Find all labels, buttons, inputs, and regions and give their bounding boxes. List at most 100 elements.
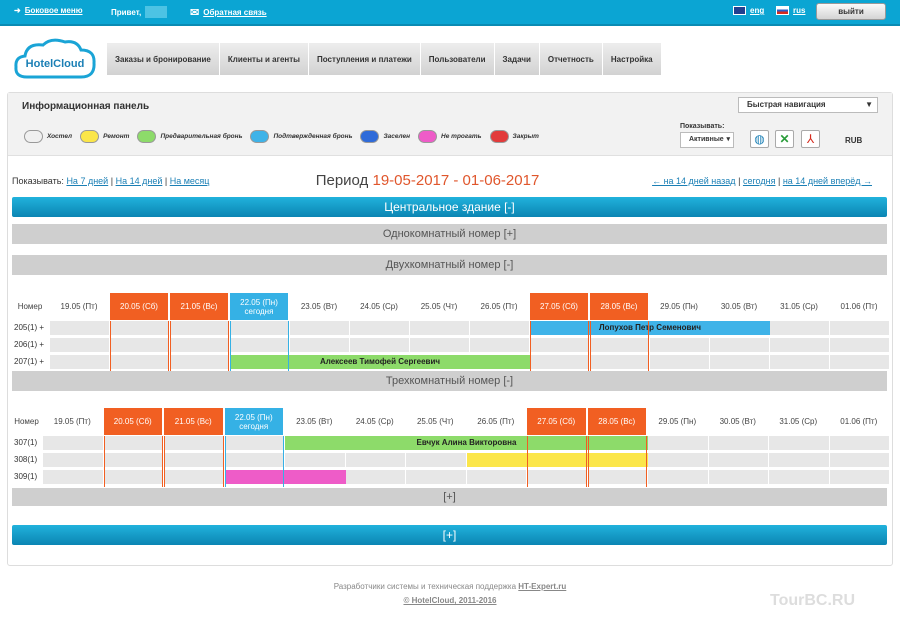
calendar-cell[interactable] [164, 436, 225, 450]
calendar-cell[interactable] [43, 436, 104, 450]
calendar-cell[interactable] [829, 470, 890, 484]
calendar-cell[interactable] [410, 338, 470, 352]
calendar-cell[interactable] [530, 338, 590, 352]
calendar-cell[interactable] [43, 453, 104, 467]
calendar-cell[interactable] [103, 453, 164, 467]
calendar-cell[interactable] [470, 321, 530, 335]
calendar-cell[interactable] [345, 470, 406, 484]
room-type-single[interactable]: Однокомнатный номер [+] [12, 224, 887, 244]
ht-expert-link[interactable]: HT-Expert.ru [518, 582, 567, 591]
calendar-cell[interactable] [50, 321, 110, 335]
room-name[interactable]: 308(1) [14, 455, 38, 464]
logout-button[interactable]: выйти [816, 3, 886, 20]
nav-tasks[interactable]: Задачи [494, 43, 540, 75]
calendar-cell[interactable] [650, 338, 710, 352]
calendar-cell[interactable] [345, 453, 406, 467]
quick-nav-select[interactable]: Быстрая навигация ▼ [738, 97, 878, 113]
calendar-cell[interactable] [103, 436, 164, 450]
calendar-cell[interactable] [50, 355, 110, 369]
room-type-double[interactable]: Двухкомнатный номер [-] [12, 255, 887, 275]
calendar-cell[interactable] [466, 470, 527, 484]
calendar-cell[interactable] [830, 338, 890, 352]
nav-settings[interactable]: Настройка [602, 43, 662, 75]
calendar-cell[interactable] [290, 338, 350, 352]
room-name[interactable]: 307(1) [14, 438, 38, 447]
calendar-cell[interactable] [590, 338, 650, 352]
lang-en-link[interactable]: eng [733, 6, 764, 15]
add-room-button[interactable]: [+] [12, 488, 887, 506]
calendar-cell[interactable] [470, 338, 530, 352]
room-name[interactable]: 309(1) [14, 472, 38, 481]
calendar-cell[interactable] [350, 338, 410, 352]
calendar-cell[interactable] [410, 321, 470, 335]
calendar-cell[interactable] [829, 436, 890, 450]
calendar-cell[interactable] [648, 470, 709, 484]
calendar-cell[interactable] [110, 338, 170, 352]
calendar-cell[interactable] [170, 355, 230, 369]
calendar-cell[interactable] [110, 355, 170, 369]
hotelcloud-logo[interactable]: HotelCloud [13, 37, 97, 85]
calendar-cell[interactable] [285, 453, 346, 467]
calendar-cell[interactable] [230, 338, 290, 352]
calendar-cell[interactable] [50, 338, 110, 352]
room-name[interactable]: 206(1) + [14, 340, 45, 349]
nav-reports[interactable]: Отчетность [539, 43, 603, 75]
lang-ru-link[interactable]: rus [776, 6, 805, 15]
nav-payments[interactable]: Поступления и платежи [308, 43, 421, 75]
calendar-cell[interactable] [110, 321, 170, 335]
today-link[interactable]: сегодня [742, 176, 776, 186]
calendar-cell[interactable] [43, 470, 104, 484]
room-type-triple[interactable]: Трехкомнатный номер [-] [12, 371, 887, 391]
calendar-cell[interactable] [164, 470, 225, 484]
calendar-cell[interactable] [406, 470, 467, 484]
calendar-cell[interactable] [406, 453, 467, 467]
calendar-cell[interactable] [650, 355, 710, 369]
range-14-days-link[interactable]: На 14 дней [115, 176, 163, 186]
calendar-cell[interactable] [527, 470, 588, 484]
calendar-cell[interactable] [230, 321, 290, 335]
calendar-cell[interactable] [708, 470, 769, 484]
calendar-cell[interactable] [170, 338, 230, 352]
calendar-cell[interactable] [830, 321, 890, 335]
calendar-cell[interactable] [769, 436, 830, 450]
nav-clients[interactable]: Клиенты и агенты [219, 43, 309, 75]
building-header[interactable]: Центральное здание [-] [12, 197, 887, 217]
prev-period-link[interactable]: ← на 14 дней назад [652, 176, 736, 186]
globe-icon[interactable]: ◍ [750, 130, 769, 148]
calendar-cell[interactable] [710, 338, 770, 352]
calendar-cell[interactable] [770, 338, 830, 352]
calendar-cell[interactable] [769, 470, 830, 484]
excel-export-icon[interactable]: ✕ [775, 130, 794, 148]
calendar-cell[interactable] [648, 453, 709, 467]
booking-bar[interactable] [224, 470, 346, 484]
calendar-cell[interactable] [224, 436, 285, 450]
copyright-link[interactable]: © HotelCloud, 2011-2016 [403, 596, 497, 605]
room-name[interactable]: 205(1) + [14, 323, 45, 332]
calendar-cell[interactable] [770, 355, 830, 369]
calendar-cell[interactable] [164, 453, 225, 467]
show-filter-select[interactable]: Активные ▾ [680, 132, 734, 148]
calendar-cell[interactable] [224, 453, 285, 467]
calendar-cell[interactable] [830, 355, 890, 369]
calendar-cell[interactable] [708, 453, 769, 467]
calendar-cell[interactable] [350, 321, 410, 335]
calendar-cell[interactable] [710, 355, 770, 369]
range-month-link[interactable]: На месяц [169, 176, 210, 186]
calendar-cell[interactable] [290, 321, 350, 335]
calendar-cell[interactable] [590, 355, 650, 369]
next-period-link[interactable]: на 14 дней вперёд → [782, 176, 872, 186]
booking-bar[interactable]: Алексеев Тимофей Сергеевич [230, 355, 530, 369]
range-7-days-link[interactable]: На 7 дней [66, 176, 109, 186]
nav-users[interactable]: Пользователи [420, 43, 495, 75]
calendar-cell[interactable] [769, 453, 830, 467]
calendar-cell[interactable] [648, 436, 709, 450]
add-building-button[interactable]: [+] [12, 525, 887, 545]
calendar-cell[interactable] [829, 453, 890, 467]
room-name[interactable]: 207(1) + [14, 357, 45, 366]
pdf-export-icon[interactable]: ⅄ [801, 130, 820, 148]
booking-bar[interactable]: Евчук Алина Викторовна [285, 436, 648, 450]
side-menu-link[interactable]: ➜ Боковое меню [14, 6, 83, 15]
calendar-cell[interactable] [170, 321, 230, 335]
booking-bar[interactable] [466, 453, 648, 467]
feedback-link[interactable]: ✉ Обратная связь [190, 6, 267, 19]
